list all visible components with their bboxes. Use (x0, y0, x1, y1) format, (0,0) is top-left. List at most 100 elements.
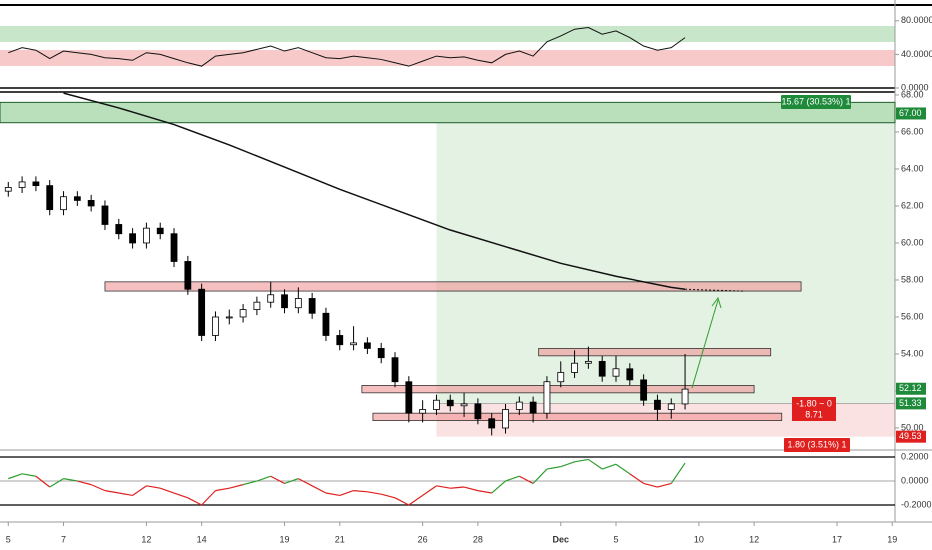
x-tick-label: Dec (552, 534, 569, 544)
candle-body (474, 403, 482, 420)
osc-segment (615, 463, 631, 475)
price-tag (896, 107, 926, 120)
candle-body (612, 368, 620, 377)
candle-body (143, 227, 150, 244)
price-tag-label: 51.33 (899, 398, 922, 408)
osc-segment (477, 490, 492, 494)
candle-body (101, 205, 109, 225)
candle-body (419, 409, 427, 414)
x-tick-label: 10 (694, 534, 704, 544)
osc-tick-label: -0.2000 (901, 499, 932, 509)
price-tag-label: 67.00 (899, 108, 922, 118)
osc-segment (242, 480, 258, 486)
candle-body (170, 233, 178, 262)
candle-body (502, 409, 509, 429)
candle-body (571, 362, 578, 373)
osc-segment (505, 475, 520, 482)
candle-body (322, 312, 330, 336)
candle-body (60, 196, 67, 211)
osc-segment (284, 478, 299, 484)
osc-segment (8, 473, 23, 480)
x-tick-label: 28 (473, 534, 483, 544)
x-tick-label: 17 (832, 534, 842, 544)
target-area (436, 113, 895, 404)
price-tag (896, 430, 926, 443)
stop-label-box (784, 438, 850, 452)
x-tick-label: 7 (61, 534, 66, 544)
osc-segment (201, 490, 216, 506)
y-tick-label: 62.00 (901, 200, 924, 210)
candle-body (198, 288, 206, 336)
osc-segment (463, 486, 479, 492)
y-tick-label: 50.00 (901, 422, 924, 432)
osc-segment (574, 458, 589, 463)
projection-arrow (691, 296, 722, 389)
candle-body (32, 181, 40, 187)
candle-body (681, 388, 689, 405)
x-tick-label: 5 (613, 534, 618, 544)
rsi-lower-band (0, 50, 895, 66)
rsi-upper-band (0, 26, 895, 42)
rsi-tick-label: 40.0000 (901, 49, 932, 59)
osc-segment (132, 485, 147, 496)
rsi-tick-label: 80.0000 (901, 15, 932, 25)
moving-average (63, 92, 686, 290)
x-tick-label: 19 (280, 534, 290, 544)
osc-segment (270, 475, 285, 484)
osc-segment (49, 478, 64, 488)
x-tick-label: 14 (197, 534, 207, 544)
osc-segment (298, 478, 313, 487)
osc-segment (367, 491, 382, 495)
osc-segment (104, 490, 119, 494)
osc-segment (353, 490, 368, 493)
x-tick-label: 12 (749, 534, 759, 544)
osc-segment (325, 492, 340, 497)
zone (372, 412, 783, 421)
x-tick-label: 19 (887, 534, 897, 544)
candle-body (4, 187, 12, 192)
target-label: 15.67 (30.53%) 1 (781, 96, 850, 106)
osc-segment (173, 492, 189, 499)
rsi-tick-label: 0.0000 (901, 82, 929, 92)
osc-segment (35, 475, 51, 488)
osc-segment (491, 480, 506, 494)
osc-segment (670, 462, 686, 484)
osc-segment (118, 492, 133, 497)
candle-body (129, 233, 136, 244)
y-tick-label: 56.00 (901, 311, 924, 321)
y-tick-label: 58.00 (901, 274, 924, 284)
y-tick-label: 66.00 (901, 126, 924, 136)
osc-segment (160, 487, 175, 494)
candle-body (654, 399, 661, 410)
osc-segment (546, 466, 561, 470)
candle-body (598, 360, 606, 377)
y-tick-label: 68.00 (901, 89, 924, 99)
osc-segment (601, 463, 617, 470)
candle-body (308, 298, 316, 314)
candle-body (529, 401, 537, 414)
osc-segment (519, 475, 534, 484)
osc-segment (339, 490, 354, 496)
y-tick-label: 64.00 (901, 163, 924, 173)
x-tick-label: 26 (418, 534, 428, 544)
candle-body (640, 379, 648, 401)
osc-segment (436, 485, 451, 489)
candle-body (87, 200, 95, 207)
candle-body (377, 348, 385, 359)
candle-body (239, 309, 247, 318)
candle-body (73, 196, 81, 201)
osc-segment (629, 473, 644, 484)
osc-segment (146, 485, 161, 489)
osc-segment (560, 461, 575, 468)
plot: 50.0052.0054.0056.0058.0060.0062.0064.00… (0, 15, 932, 544)
x-tick-label: 21 (335, 534, 345, 544)
candle-body (433, 399, 440, 410)
stop-label: 1.80 (3.51%) 1 (787, 439, 846, 449)
candle-body (488, 418, 496, 429)
osc-segment (229, 484, 244, 489)
band (0, 101, 896, 124)
osc-segment (532, 468, 548, 484)
candle-body (281, 294, 288, 309)
candle-body (584, 360, 592, 364)
x-tick-label: 5 (6, 534, 11, 544)
